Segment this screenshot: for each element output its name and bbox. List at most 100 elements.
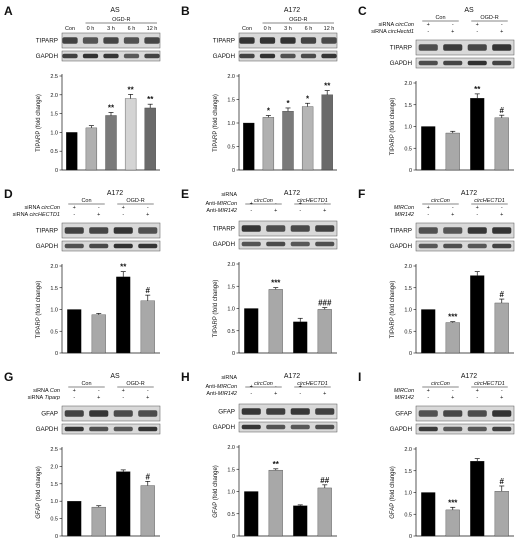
panel-a: A AS OGD-R Con 0 h 3 h 6 h 12 h TIPARP GAPDH 0 0.5 1… (0, 0, 177, 183)
blot-label: GAPDH (390, 426, 413, 433)
blot-background (415, 405, 515, 422)
condition-sign: - (275, 384, 277, 390)
blot-label: TIPARP (390, 45, 412, 52)
condition-label: siRNA Tiparp (28, 395, 60, 401)
y-tick-label: 2.0 (50, 464, 58, 470)
blot-band (467, 243, 487, 249)
group-label: OGD-R (126, 381, 144, 387)
panel-c: C AS Con OGD-R siRNA circCon + - + - siRNA circHe… (354, 0, 531, 183)
blot-band (290, 241, 310, 247)
blot-band (492, 227, 512, 234)
blot-band (418, 410, 438, 417)
condition-sign: - (452, 22, 454, 28)
blot-band (418, 243, 438, 249)
blot-band (138, 243, 158, 249)
blot-label: GAPDH (390, 243, 413, 250)
bar (67, 309, 82, 354)
group-label: OGD-R (480, 15, 498, 21)
significance-mark: ** (127, 85, 134, 94)
condition-sign: - (427, 29, 429, 35)
panel-b: B A172 OGD-R Con 0 h 3 h 6 h 12 h TIPARP GAPDH 0 0.… (177, 0, 354, 183)
condition-sign: - (250, 391, 252, 397)
condition-label: Anti-MIRCon (206, 201, 237, 207)
blot-band (418, 44, 438, 51)
y-tick-label: 1.5 (404, 469, 412, 475)
blot-background (415, 423, 515, 435)
y-tick-label: 2.0 (50, 93, 58, 99)
y-axis-label: TIPARP (fold change) (36, 281, 42, 339)
bar-chart: 0 0.5 1.0 1.5 2.0 2.5 TIPARP (fold change) ** **… (36, 74, 160, 174)
y-axis-label: GFAP (fold change) (36, 466, 42, 519)
bar (243, 122, 255, 171)
y-tick-label: 1.5 (50, 286, 58, 292)
blot-band (103, 53, 119, 59)
blot-background (415, 57, 515, 69)
condition-label-part: siRNA (371, 29, 388, 35)
lane-label: 6 h (128, 26, 136, 32)
condition-label: MIR142 (395, 212, 414, 218)
condition-sign: - (501, 22, 503, 28)
bar (445, 132, 460, 171)
bar-chart: 0 0.5 1.0 1.5 2.0 TIPARP (fold change) *** ### (213, 262, 337, 357)
bar (470, 275, 485, 354)
bar (244, 491, 259, 537)
condition-sign: - (73, 212, 75, 218)
blot-band (241, 424, 261, 430)
bar (421, 492, 436, 537)
panel-svg: B A172 OGD-R Con 0 h 3 h 6 h 12 h TIPARP GAPDH 0 0.… (181, 4, 338, 174)
blot-band (467, 60, 487, 66)
blot-strip-tiparp (61, 222, 161, 239)
blot-band (89, 227, 109, 234)
condition-sign: - (299, 391, 301, 397)
condition-sign: + (122, 205, 125, 211)
panel-letter: F (358, 187, 365, 201)
condition-sign: + (500, 395, 503, 401)
condition-label-part: MIRCon (217, 201, 237, 207)
blot-strip-tiparp (415, 39, 515, 56)
significance-mark: ** (273, 460, 280, 469)
blot-band (266, 424, 286, 430)
blot-strip-gapdh (238, 421, 338, 433)
bar (421, 309, 436, 354)
y-tick-label: 0 (409, 351, 412, 357)
y-tick-label: 0.5 (404, 512, 412, 518)
bar (124, 98, 137, 171)
panel-letter: C (358, 4, 367, 18)
group-label: Con (81, 198, 91, 204)
condition-sign: - (427, 395, 429, 401)
panel-d: D A172 Con OGD-R siRNA circCon + - + - siRNA circ… (0, 183, 177, 366)
blot-band (321, 37, 337, 44)
blot-band (138, 426, 158, 432)
blot-band (280, 53, 296, 59)
blot-band (64, 227, 84, 234)
y-tick-label: 0.5 (227, 329, 235, 335)
y-tick-label: 0 (409, 168, 412, 174)
panel-letter: A (4, 4, 13, 18)
blot-band (239, 37, 255, 44)
condition-sign: + (427, 388, 430, 394)
blot-band (492, 410, 512, 417)
bar (140, 300, 155, 354)
significance-mark: ## (320, 476, 329, 485)
blot-band (321, 53, 337, 59)
condition-sign: + (250, 201, 253, 207)
y-tick-label: 0.5 (404, 329, 412, 335)
y-tick-label: 2.0 (404, 447, 412, 453)
lane-label: Con (242, 26, 252, 32)
blot-band (64, 426, 84, 432)
blot-label: GFAP (218, 409, 235, 416)
blot-label: GFAP (395, 411, 412, 418)
condition-label: MIR142 (395, 395, 414, 401)
blot-band (82, 37, 99, 44)
group-label: OGD-R (112, 17, 130, 23)
blot-band (492, 44, 512, 51)
blot-band (443, 44, 463, 51)
blot-label: GAPDH (36, 426, 59, 433)
condition-label-part: MIR142 (218, 208, 237, 214)
blot-strip-tiparp (238, 32, 338, 49)
significance-mark: # (500, 290, 505, 299)
condition-sign: - (122, 212, 124, 218)
y-tick-label: 1.0 (404, 308, 412, 314)
group-label: circHECTD1 (474, 198, 505, 204)
